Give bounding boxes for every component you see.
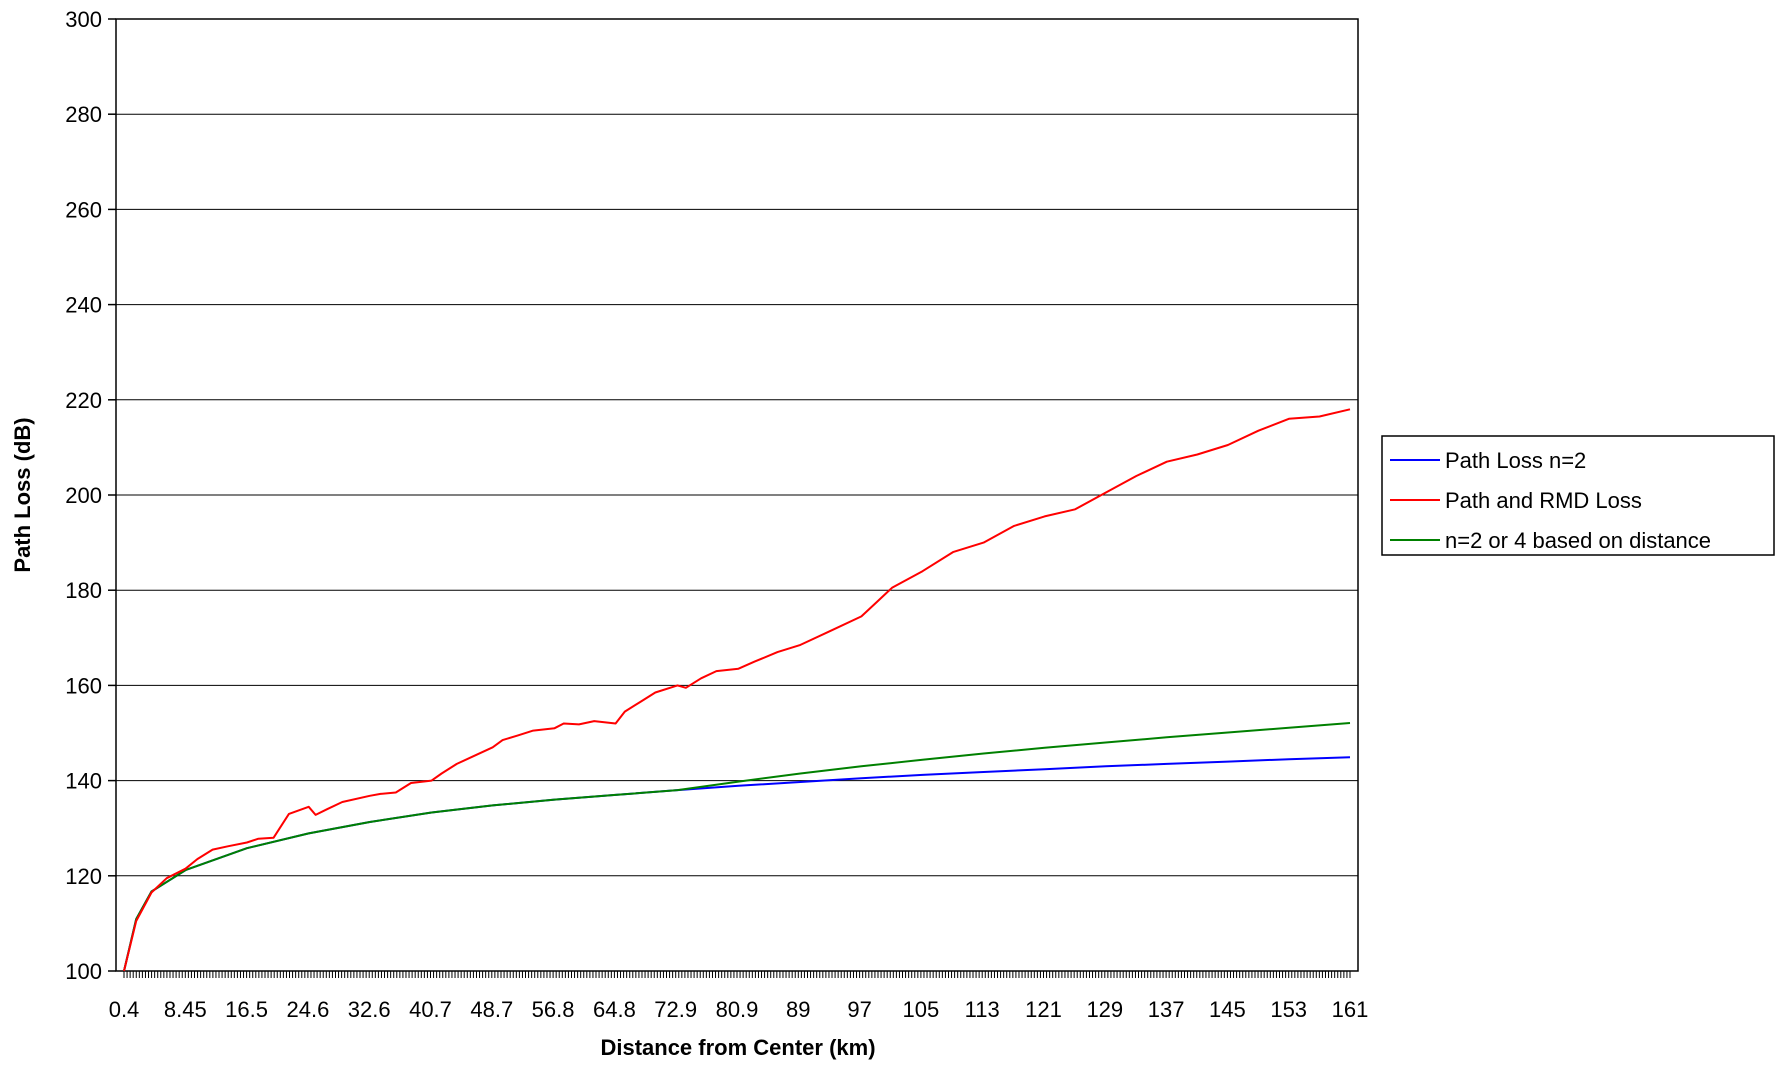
legend-box bbox=[1381, 435, 1775, 556]
x-tick-label: 8.45 bbox=[164, 997, 207, 1022]
series-lines bbox=[123, 408, 1351, 972]
x-tick-label: 0.4 bbox=[109, 997, 140, 1022]
y-tick-label: 200 bbox=[65, 483, 102, 508]
x-tick-label: 56.8 bbox=[532, 997, 575, 1022]
x-tick-label: 97 bbox=[847, 997, 871, 1022]
x-axis-tick-labels: 0.4 8.45 16.5 24.6 32.6 40.7 48.7 56.8 64.8 72.9 8… bbox=[109, 997, 1369, 1022]
y-tick-label: 280 bbox=[65, 102, 102, 127]
x-tick-label: 72.9 bbox=[654, 997, 697, 1022]
x-tick-label: 113 bbox=[965, 997, 1000, 1022]
x-tick-label: 48.7 bbox=[470, 997, 513, 1022]
x-tick-label: 80.9 bbox=[716, 997, 759, 1022]
y-tick-label: 140 bbox=[65, 769, 102, 794]
legend-label: Path and RMD Loss bbox=[1445, 488, 1642, 513]
x-tick-label: 32.6 bbox=[348, 997, 391, 1022]
x-axis-title: Distance from Center (km) bbox=[600, 1035, 875, 1060]
y-tick-label: 100 bbox=[65, 959, 102, 984]
y-tick-label: 180 bbox=[65, 578, 102, 603]
series-line-0 bbox=[123, 756, 1351, 972]
x-tick-label: 153 bbox=[1270, 997, 1307, 1022]
x-tick-label: 161 bbox=[1332, 997, 1369, 1022]
legend-label: Path Loss n=2 bbox=[1445, 448, 1586, 473]
y-tick-label: 120 bbox=[65, 864, 102, 889]
series-line-2 bbox=[123, 722, 1351, 972]
x-tick-label: 64.8 bbox=[593, 997, 636, 1022]
x-tick-label: 105 bbox=[903, 997, 940, 1022]
y-tick-label: 160 bbox=[65, 673, 102, 698]
x-axis-minor-ticks bbox=[123, 971, 1351, 978]
horizontal-gridlines bbox=[108, 18, 1358, 972]
y-tick-label: 260 bbox=[65, 197, 102, 222]
x-tick-label: 16.5 bbox=[225, 997, 268, 1022]
y-axis-title: Path Loss (dB) bbox=[10, 417, 35, 572]
x-tick-label: 40.7 bbox=[409, 997, 452, 1022]
y-tick-label: 300 bbox=[65, 7, 102, 32]
legend: Path Loss n=2 Path and RMD Loss n=2 or 4 b… bbox=[1381, 435, 1775, 556]
y-tick-label: 240 bbox=[65, 293, 102, 318]
x-tick-label: 129 bbox=[1086, 997, 1123, 1022]
series-line-1 bbox=[123, 408, 1351, 972]
y-tick-label: 220 bbox=[65, 388, 102, 413]
legend-label: n=2 or 4 based on distance bbox=[1445, 528, 1711, 553]
x-tick-label: 89 bbox=[786, 997, 810, 1022]
y-axis-tick-labels: 100 120 140 160 180 200 220 240 260 280 300 bbox=[65, 7, 102, 984]
x-tick-label: 121 bbox=[1025, 997, 1062, 1022]
x-tick-label: 24.6 bbox=[286, 997, 329, 1022]
x-tick-label: 137 bbox=[1148, 997, 1185, 1022]
x-tick-label: 145 bbox=[1209, 997, 1246, 1022]
